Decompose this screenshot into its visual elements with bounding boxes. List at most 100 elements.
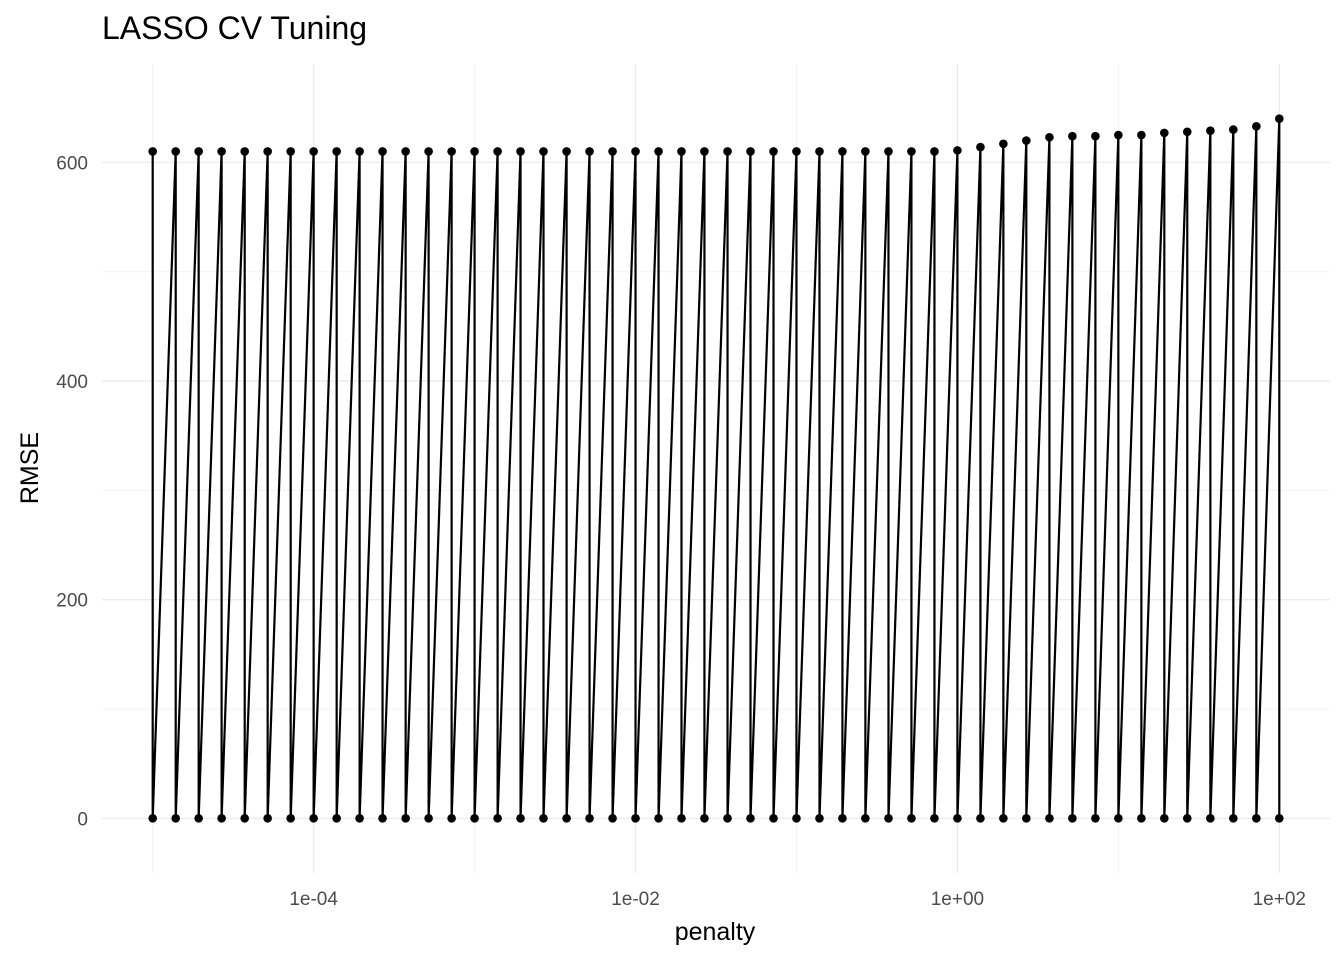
data-point-low xyxy=(171,814,181,823)
data-point-high xyxy=(999,139,1008,149)
data-point-high xyxy=(930,147,939,156)
data-point-high xyxy=(861,147,870,156)
data-point-low xyxy=(1206,814,1215,823)
data-point-high xyxy=(171,147,181,156)
data-point-low xyxy=(355,814,364,823)
series-line-layer xyxy=(151,117,1281,820)
data-point-low xyxy=(1068,814,1077,823)
data-point-high xyxy=(1275,114,1284,123)
data-point-high xyxy=(654,147,663,156)
data-point-high xyxy=(907,147,916,156)
data-point-low xyxy=(930,814,939,823)
data-point-high xyxy=(355,147,364,156)
series-line xyxy=(151,117,1281,820)
data-point-high xyxy=(1045,132,1054,142)
data-point-high xyxy=(884,147,893,156)
data-point-high xyxy=(1182,127,1192,137)
data-point-low xyxy=(677,814,686,823)
data-point-high xyxy=(470,147,479,156)
chart-title: LASSO CV Tuning xyxy=(102,10,368,46)
data-point-low xyxy=(263,814,272,823)
y-tick-label: 400 xyxy=(56,372,88,393)
data-point-high xyxy=(953,146,962,155)
data-point-low xyxy=(240,814,250,823)
data-point-low xyxy=(1229,814,1238,823)
data-point-low xyxy=(1252,814,1261,823)
data-point-high xyxy=(1022,136,1031,145)
data-point-low xyxy=(332,814,341,823)
data-point-low xyxy=(861,814,870,823)
data-point-high xyxy=(240,147,250,156)
data-point-high xyxy=(838,147,847,156)
data-point-low xyxy=(769,814,778,823)
data-point-high xyxy=(378,147,387,156)
data-point-high xyxy=(677,147,686,156)
data-point-low xyxy=(1182,814,1192,823)
data-point-low xyxy=(976,814,985,823)
data-point-low xyxy=(723,814,732,823)
data-point-low xyxy=(217,814,226,823)
data-point-high xyxy=(1206,126,1215,135)
data-point-high xyxy=(424,147,433,156)
data-point-high xyxy=(1091,131,1100,141)
data-point-low xyxy=(999,814,1008,823)
data-point-low xyxy=(838,814,847,823)
y-tick-label: 200 xyxy=(56,591,88,612)
data-point-low xyxy=(148,814,157,823)
x-tick-label: 1e-02 xyxy=(611,889,660,910)
data-point-high xyxy=(976,142,985,152)
data-point-high xyxy=(1252,122,1261,131)
data-point-low xyxy=(953,814,962,823)
data-point-low xyxy=(424,814,433,823)
data-point-high xyxy=(447,147,456,156)
data-point-high xyxy=(769,147,778,156)
data-point-low xyxy=(447,814,456,823)
data-point-high xyxy=(263,147,272,156)
data-point-low xyxy=(700,814,709,823)
data-point-low xyxy=(194,814,203,823)
x-tick-label: 1e-04 xyxy=(289,889,338,910)
data-point-high xyxy=(792,147,801,156)
data-point-low xyxy=(1114,814,1123,823)
data-point-high xyxy=(1068,131,1077,141)
data-point-high xyxy=(562,147,571,156)
x-axis-title: penalty xyxy=(675,918,756,946)
point-layer xyxy=(148,114,1284,823)
data-point-low xyxy=(539,814,548,823)
y-tick-label: 0 xyxy=(77,809,88,830)
data-point-low xyxy=(1160,814,1169,823)
data-point-high xyxy=(493,147,502,156)
data-point-high xyxy=(585,147,594,156)
data-point-high xyxy=(700,147,709,156)
data-point-low xyxy=(1045,814,1054,823)
data-point-low xyxy=(493,814,502,823)
data-point-high xyxy=(631,147,640,156)
data-point-high xyxy=(286,147,295,156)
data-point-low xyxy=(1091,814,1100,823)
data-point-high xyxy=(148,147,157,156)
tick-label-layer: 1e-04 1e-02 1e+00 1e+02 0 200 400 600 xyxy=(56,153,1306,910)
data-point-high xyxy=(194,147,203,156)
data-point-low xyxy=(585,814,594,823)
data-point-high xyxy=(1229,125,1238,134)
data-point-low xyxy=(884,814,893,823)
data-point-low xyxy=(746,814,755,823)
data-point-low xyxy=(309,814,318,823)
data-point-low xyxy=(608,814,617,823)
data-point-low xyxy=(401,814,410,823)
data-point-high xyxy=(608,147,617,156)
data-point-high xyxy=(332,147,341,156)
data-point-high xyxy=(1114,130,1123,140)
data-point-low xyxy=(562,814,571,823)
data-point-high xyxy=(746,147,755,156)
data-point-high xyxy=(1160,128,1169,138)
data-point-high xyxy=(1137,130,1146,140)
data-point-high xyxy=(217,147,226,156)
data-point-low xyxy=(470,814,479,823)
data-point-low xyxy=(378,814,387,823)
data-point-high xyxy=(516,147,525,156)
data-point-high xyxy=(815,147,824,156)
data-point-low xyxy=(815,814,824,823)
y-tick-label: 600 xyxy=(56,153,88,174)
